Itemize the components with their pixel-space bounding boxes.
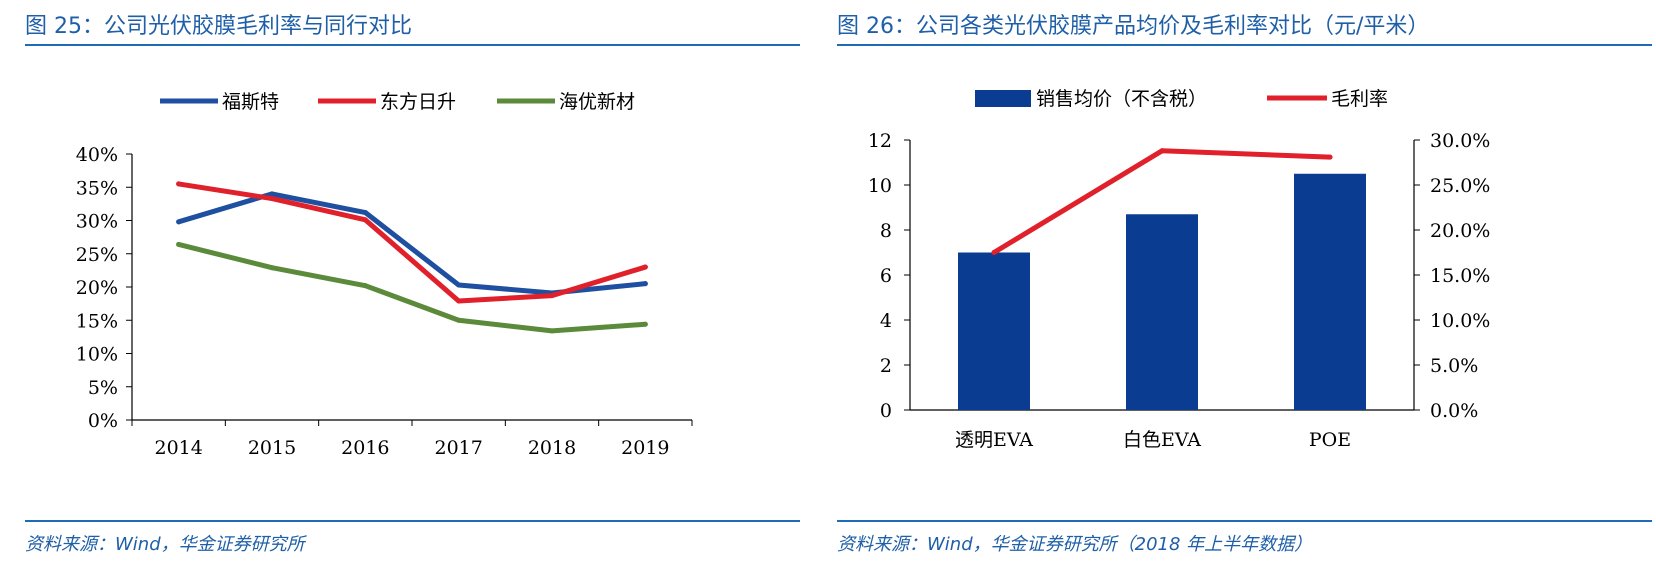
margin-point [1159,148,1165,154]
data-point [456,282,462,288]
y-tick-label: 0% [88,410,118,432]
left-y-tick-label: 4 [880,310,892,332]
figure-25-title: 图 25：公司光伏胶膜毛利率与同行对比 [25,14,412,39]
right-y-tick-label: 15.0% [1430,265,1490,287]
margin-point [1327,154,1333,160]
figure-25-bottom-rule [25,520,800,522]
legend-label: 海优新材 [559,91,635,113]
left-y-tick-label: 0 [880,400,892,422]
data-point [176,181,182,187]
data-point [642,321,648,327]
y-tick-label: 5% [88,377,118,399]
left-y-tick-label: 8 [880,220,892,242]
data-point [269,265,275,271]
data-point [269,196,275,202]
right-y-tick-label: 5.0% [1430,355,1478,377]
y-tick-label: 20% [76,277,118,299]
x-tick-label: POE [1309,429,1351,451]
x-tick-label: 2016 [341,437,389,459]
left-y-tick-label: 10 [868,175,892,197]
series-line-3 [176,241,648,334]
data-point [269,191,275,197]
y-tick-label: 40% [76,144,118,166]
x-tick-label: 2018 [528,437,576,459]
left-y-tick-label: 6 [880,265,892,287]
legend-bar-swatch [975,90,1031,107]
bar-2 [1126,214,1198,410]
x-tick-label: 2017 [434,437,482,459]
legend-label: 福斯特 [222,91,279,113]
data-point [456,298,462,304]
right-y-tick-label: 0.0% [1430,400,1478,422]
data-point [549,293,555,299]
data-point [456,317,462,323]
right-y-tick-label: 10.0% [1430,310,1490,332]
y-tick-label: 30% [76,211,118,233]
figure-26-top-rule [837,44,1652,46]
figure-26-title: 图 26：公司各类光伏胶膜产品均价及毛利率对比（元/平米） [837,14,1430,39]
left-y-tick-label: 12 [868,130,892,152]
figure-25-panel: 图 25：公司光伏胶膜毛利率与同行对比 0% 5% 10% 15% 20% 25% 30% 3… [0,0,810,561]
figure-26-panel: 图 26：公司各类光伏胶膜产品均价及毛利率对比（元/平米） 0 2 4 6 8 10 12 0… [832,0,1656,561]
data-point [176,241,182,247]
right-y-tick-label: 20.0% [1430,220,1490,242]
right-y-tick-label: 25.0% [1430,175,1490,197]
x-tick-label: 2015 [248,437,296,459]
series-line-2 [176,181,648,304]
y-tick-label: 25% [76,244,118,266]
legend-bar-label: 销售均价（不含税） [1036,88,1207,110]
x-tick-label: 2019 [621,437,669,459]
legend-label: 东方日升 [380,91,456,113]
x-tick-label: 透明EVA [955,429,1033,451]
bar-1 [958,252,1030,410]
data-point [362,217,368,223]
figure-26-bottom-rule [837,520,1652,522]
data-point [642,281,648,287]
figure-26-combo-chart: 0 2 4 6 8 10 12 0.0% 5.0% 10.0% 15.0% 20.0% 25.0% 30.… [868,88,1491,451]
x-tick-label: 白色EVA [1123,429,1201,451]
margin-point [991,250,997,255]
figure-25-top-rule [25,44,800,46]
y-tick-label: 15% [76,310,118,332]
left-y-tick-label: 2 [880,355,892,377]
right-y-tick-label: 30.0% [1430,130,1490,152]
bar-3 [1294,173,1366,410]
data-point [176,219,182,225]
data-point [362,210,368,216]
data-point [362,283,368,289]
legend-line-label: 毛利率 [1331,88,1388,110]
y-tick-label: 10% [76,344,118,366]
x-tick-label: 2014 [154,437,202,459]
figure-25-source: 资料来源：Wind，华金证券研究所 [25,534,305,555]
figure-25-line-chart: 0% 5% 10% 15% 20% 25% 30% 35% 40% 2014 2015 2016 201… [76,91,693,459]
series-line-1 [176,191,648,296]
data-point [549,328,555,334]
figure-26-source: 资料来源：Wind，华金证券研究所（2018 年上半年数据） [837,534,1313,555]
y-tick-label: 35% [76,177,118,199]
data-point [642,264,648,270]
